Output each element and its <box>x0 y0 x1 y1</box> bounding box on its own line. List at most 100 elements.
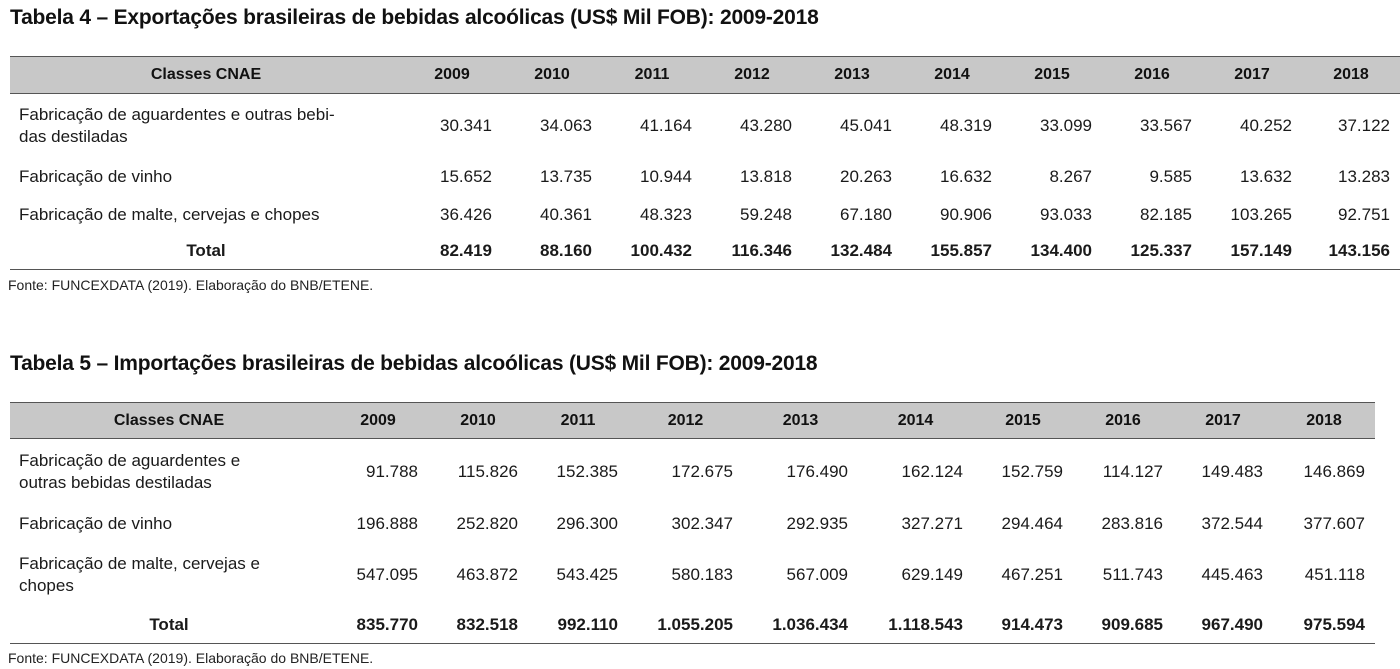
total-cell: 82.419 <box>402 233 502 270</box>
table-cell: 37.122 <box>1338 115 1390 135</box>
table-cell: 629.149 <box>901 564 963 584</box>
table-cell: 296.300 <box>556 513 618 533</box>
table-cell: 162.124 <box>901 462 963 482</box>
total-cell: 832.518 <box>428 607 528 644</box>
row-label: Fabricação de malte, cervejas e chopes <box>19 204 320 224</box>
total-cell: 835.770 <box>328 607 428 644</box>
total-cell: 967.490 <box>1173 607 1273 644</box>
table-cell: 115.826 <box>457 462 518 482</box>
column-header-year: 2018 <box>1273 402 1375 439</box>
table-cell: 67.180 <box>840 204 892 224</box>
table-cell: 45.041 <box>840 115 892 135</box>
column-header-classes: Classes CNAE <box>10 56 402 94</box>
total-cell: 909.685 <box>1073 607 1173 644</box>
total-cell: 132.484 <box>802 233 902 270</box>
table-cell: 13.283 <box>1338 166 1390 186</box>
table-cell: 10.944 <box>640 166 692 186</box>
total-cell: 1.055.205 <box>628 607 743 644</box>
column-header-year: 2011 <box>602 56 702 94</box>
row-label: Fabricação de vinho <box>19 166 173 186</box>
table-cell: 15.652 <box>440 166 492 186</box>
row-label: Fabricação de vinho <box>19 513 173 533</box>
table-cell: 372.544 <box>1201 513 1263 533</box>
total-cell: 100.432 <box>602 233 702 270</box>
column-header-year: 2015 <box>1002 56 1102 94</box>
column-header-year: 2012 <box>702 56 802 94</box>
table-cell: 172.675 <box>671 462 733 482</box>
table5-title: Tabela 5 – Importações brasileiras de be… <box>10 352 818 375</box>
table-cell: 13.632 <box>1240 166 1292 186</box>
table-cell: 90.906 <box>940 204 992 224</box>
column-header-year: 2010 <box>428 402 528 439</box>
table-cell: 114.127 <box>1102 462 1163 482</box>
table-cell: 8.267 <box>1049 166 1092 186</box>
total-row: Total 835.770 832.518 992.110 1.055.205 1.036… <box>10 607 1375 644</box>
table-cell: 20.263 <box>840 166 892 186</box>
table-cell: 30.341 <box>440 115 492 135</box>
total-cell: 914.473 <box>973 607 1073 644</box>
table-cell: 152.759 <box>1001 462 1063 482</box>
table-row: Fabricação de malte, cervejas e chopes 54… <box>10 542 1375 608</box>
total-label: Total <box>10 233 402 270</box>
table-cell: 176.490 <box>786 462 848 482</box>
total-row: Total 82.419 88.160 100.432 116.346 132.484 15… <box>10 233 1400 270</box>
table-cell: 294.464 <box>1001 513 1063 533</box>
table5-source: Fonte: FUNCEXDATA (2019). Elaboração do … <box>8 650 374 666</box>
table-cell: 467.251 <box>1001 564 1063 584</box>
total-cell: 975.594 <box>1273 607 1375 644</box>
table-cell: 34.063 <box>540 115 592 135</box>
table-cell: 196.888 <box>356 513 418 533</box>
exports-table: Classes CNAE 2009 2010 2011 2012 2013 2014 2015… <box>10 56 1400 270</box>
table-row: Fabricação de aguardentes e outras bebi-… <box>10 94 1400 158</box>
total-cell: 143.156 <box>1302 233 1400 270</box>
table-cell: 152.385 <box>556 462 618 482</box>
table-cell: 451.118 <box>1304 564 1365 584</box>
table-cell: 543.425 <box>556 564 618 584</box>
table-row: Fabricação de aguardentes e outras bebid… <box>10 439 1375 506</box>
table-cell: 41.164 <box>640 115 692 135</box>
table-cell: 59.248 <box>740 204 792 224</box>
table-cell: 92.751 <box>1338 204 1390 224</box>
total-cell: 157.149 <box>1202 233 1302 270</box>
table-cell: 445.463 <box>1201 564 1263 584</box>
table-cell: 16.632 <box>940 166 992 186</box>
total-cell: 992.110 <box>528 607 628 644</box>
table-row: Fabricação de vinho 15.652 13.735 10.944 13.… <box>10 158 1400 196</box>
column-header-year: 2016 <box>1102 56 1202 94</box>
table4-source: Fonte: FUNCEXDATA (2019). Elaboração do … <box>8 277 374 293</box>
column-header-year: 2009 <box>402 56 502 94</box>
table-cell: 13.818 <box>740 166 792 186</box>
table-cell: 511.743 <box>1102 564 1163 584</box>
column-header-year: 2014 <box>858 402 973 439</box>
table-cell: 103.265 <box>1230 204 1292 224</box>
table-cell: 36.426 <box>440 204 492 224</box>
table-cell: 93.033 <box>1040 204 1092 224</box>
table-cell: 48.319 <box>940 115 992 135</box>
column-header-year: 2009 <box>328 402 428 439</box>
row-label: Fabricação de aguardentes e outras bebid… <box>19 451 241 493</box>
table-cell: 580.183 <box>671 564 733 584</box>
table-cell: 9.585 <box>1149 166 1192 186</box>
imports-table: Classes CNAE 2009 2010 2011 2012 2013 2014 2015… <box>10 402 1375 644</box>
column-header-year: 2017 <box>1173 402 1273 439</box>
column-header-year: 2013 <box>743 402 858 439</box>
total-cell: 88.160 <box>502 233 602 270</box>
total-cell: 155.857 <box>902 233 1002 270</box>
table-cell: 149.483 <box>1201 462 1263 482</box>
column-header-year: 2014 <box>902 56 1002 94</box>
column-header-year: 2015 <box>973 402 1073 439</box>
table-row: Fabricação de vinho 196.888 252.820 296.300… <box>10 506 1375 542</box>
total-cell: 1.118.543 <box>858 607 973 644</box>
column-header-year: 2017 <box>1202 56 1302 94</box>
table-cell: 48.323 <box>640 204 692 224</box>
table-cell: 40.361 <box>540 204 592 224</box>
row-label: Fabricação de malte, cervejas e chopes <box>19 553 260 595</box>
table-cell: 327.271 <box>901 513 963 533</box>
column-header-year: 2010 <box>502 56 602 94</box>
table-cell: 146.869 <box>1303 462 1365 482</box>
table-cell: 82.185 <box>1140 204 1192 224</box>
table-cell: 13.735 <box>540 166 592 186</box>
column-header-year: 2012 <box>628 402 743 439</box>
total-label: Total <box>10 607 328 644</box>
table-cell: 33.567 <box>1140 115 1192 135</box>
